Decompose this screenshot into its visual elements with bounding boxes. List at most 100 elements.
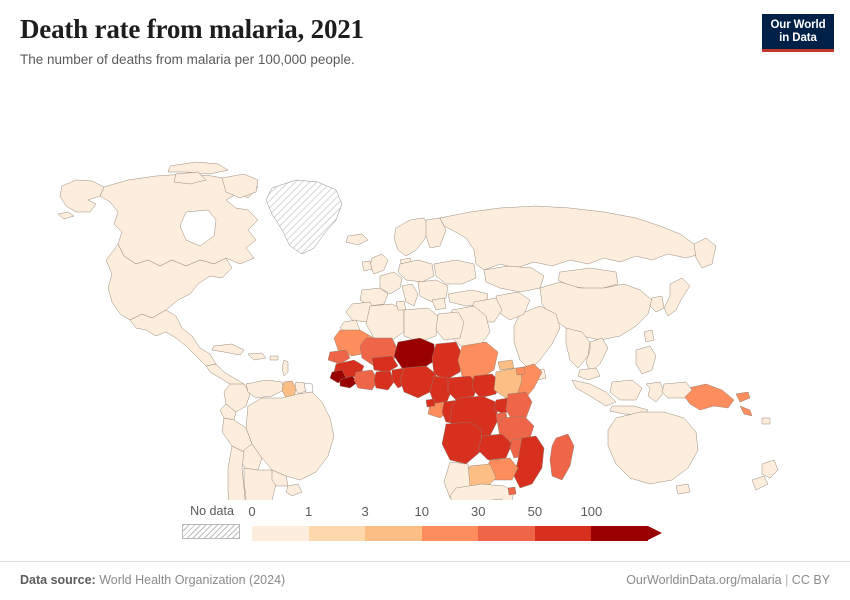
country-suriname[interactable] [295,382,306,394]
country-kenya[interactable] [506,392,532,420]
country-angola[interactable] [442,422,482,464]
country-egypt[interactable] [436,312,464,340]
country-balkans[interactable] [418,280,448,302]
country-aleutians[interactable] [58,212,74,219]
legend-bin-100[interactable] [591,526,648,541]
country-lesotho[interactable] [492,499,503,500]
country-eastern-europe[interactable] [434,260,476,284]
country-french-guiana[interactable] [304,383,313,393]
legend-bin-10[interactable] [421,526,479,541]
legend-bin-0[interactable] [252,526,309,541]
country-germany-poland[interactable] [398,260,434,282]
owid-url-link[interactable]: OurWorldinData.org/malaria [626,573,782,587]
owid-logo[interactable]: Our World in Data [762,14,834,52]
footer-separator: | [785,573,789,587]
map-svg [0,88,850,500]
country-puerto-rico[interactable] [270,356,278,360]
country-colombia[interactable] [224,384,250,412]
country-alaska[interactable] [60,180,104,212]
country-tunisia[interactable] [396,301,406,310]
country-uruguay[interactable] [286,484,302,496]
country-new-britain[interactable] [736,392,750,402]
country-zambia[interactable] [478,434,512,460]
country-new-zealand-south[interactable] [752,476,768,490]
hudson-bay [179,209,217,247]
country-canada-islands[interactable] [168,162,228,174]
country-argentina[interactable] [240,468,276,500]
country-united-states[interactable] [106,244,232,320]
country-malaysia[interactable] [578,368,600,380]
country-greenland-no-data[interactable] [266,180,342,254]
legend-no-data-swatch[interactable] [182,523,240,539]
country-burkina-faso[interactable] [372,356,398,372]
country-baffin[interactable] [222,174,258,198]
legend-tick-0: 0 [248,504,256,519]
country-chile[interactable] [228,446,246,500]
legend-bin-50[interactable] [534,526,592,541]
country-hispaniola[interactable] [248,353,266,360]
country-eritrea[interactable] [498,360,514,370]
data-source-label: Data source: [20,573,96,587]
country-solomon-islands[interactable] [740,406,752,416]
country-cote-divoire[interactable] [354,370,378,390]
world-choropleth-map[interactable] [0,88,850,500]
country-djibouti[interactable] [516,367,525,375]
country-niger[interactable] [394,338,436,370]
country-taiwan[interactable] [644,330,654,342]
country-papua-new-guinea[interactable] [684,384,734,410]
country-italy[interactable] [402,284,418,306]
country-madagascar[interactable] [550,434,574,480]
country-south-sudan[interactable] [472,374,500,398]
country-victoria-island[interactable] [174,172,206,184]
legend-bin-3[interactable] [365,526,422,541]
country-uk[interactable] [370,254,388,274]
country-south-africa[interactable] [450,484,514,500]
country-papua-west[interactable] [662,382,692,398]
country-myanmar-thailand[interactable] [566,328,590,368]
legend-bin-30[interactable] [478,526,535,541]
country-australia[interactable] [608,412,698,484]
country-paraguay[interactable] [272,470,288,486]
country-tasmania[interactable] [676,484,690,494]
country-lesser-antilles[interactable] [282,360,288,376]
map-countries [58,162,778,500]
country-new-zealand[interactable] [762,460,778,478]
country-korea[interactable] [650,296,664,312]
country-norway-sweden[interactable] [394,218,430,256]
legend-bin-1[interactable] [308,526,366,541]
country-fiji[interactable] [762,418,770,424]
country-greece[interactable] [432,298,446,310]
legend-no-data-group[interactable]: No data [182,505,242,539]
country-mozambique[interactable] [514,436,544,488]
country-algeria[interactable] [366,304,404,340]
country-indonesia-sumatra[interactable] [572,380,616,406]
country-eswatini[interactable] [508,487,516,495]
country-kazakhstan[interactable] [484,266,544,292]
country-liberia[interactable] [340,376,358,388]
country-libya[interactable] [404,308,438,342]
license-link[interactable]: CC BY [791,573,830,587]
country-russia[interactable] [440,206,700,270]
country-kamchatka[interactable] [694,238,716,268]
country-sulawesi[interactable] [646,382,664,402]
country-equatorial-guinea[interactable] [426,399,435,407]
country-ghana[interactable] [374,370,394,390]
country-ireland[interactable] [362,261,372,271]
country-spain-portugal[interactable] [360,288,388,306]
country-china[interactable] [540,282,652,340]
country-mongolia[interactable] [558,268,618,290]
country-venezuela[interactable] [246,380,284,398]
country-cuba[interactable] [212,344,244,355]
country-chad[interactable] [432,342,462,380]
legend-tick-labels: 0 1 3 10 30 50 100 [248,505,662,520]
country-japan[interactable] [664,278,690,316]
country-nigeria[interactable] [400,366,436,398]
country-borneo[interactable] [610,380,642,400]
country-philippines[interactable] [636,346,656,374]
country-central-african-republic[interactable] [448,376,478,400]
country-mexico[interactable] [130,310,216,366]
legend-color-bar[interactable] [252,526,662,541]
country-iceland[interactable] [346,234,368,245]
country-india[interactable] [514,306,560,370]
country-senegal[interactable] [328,350,350,364]
